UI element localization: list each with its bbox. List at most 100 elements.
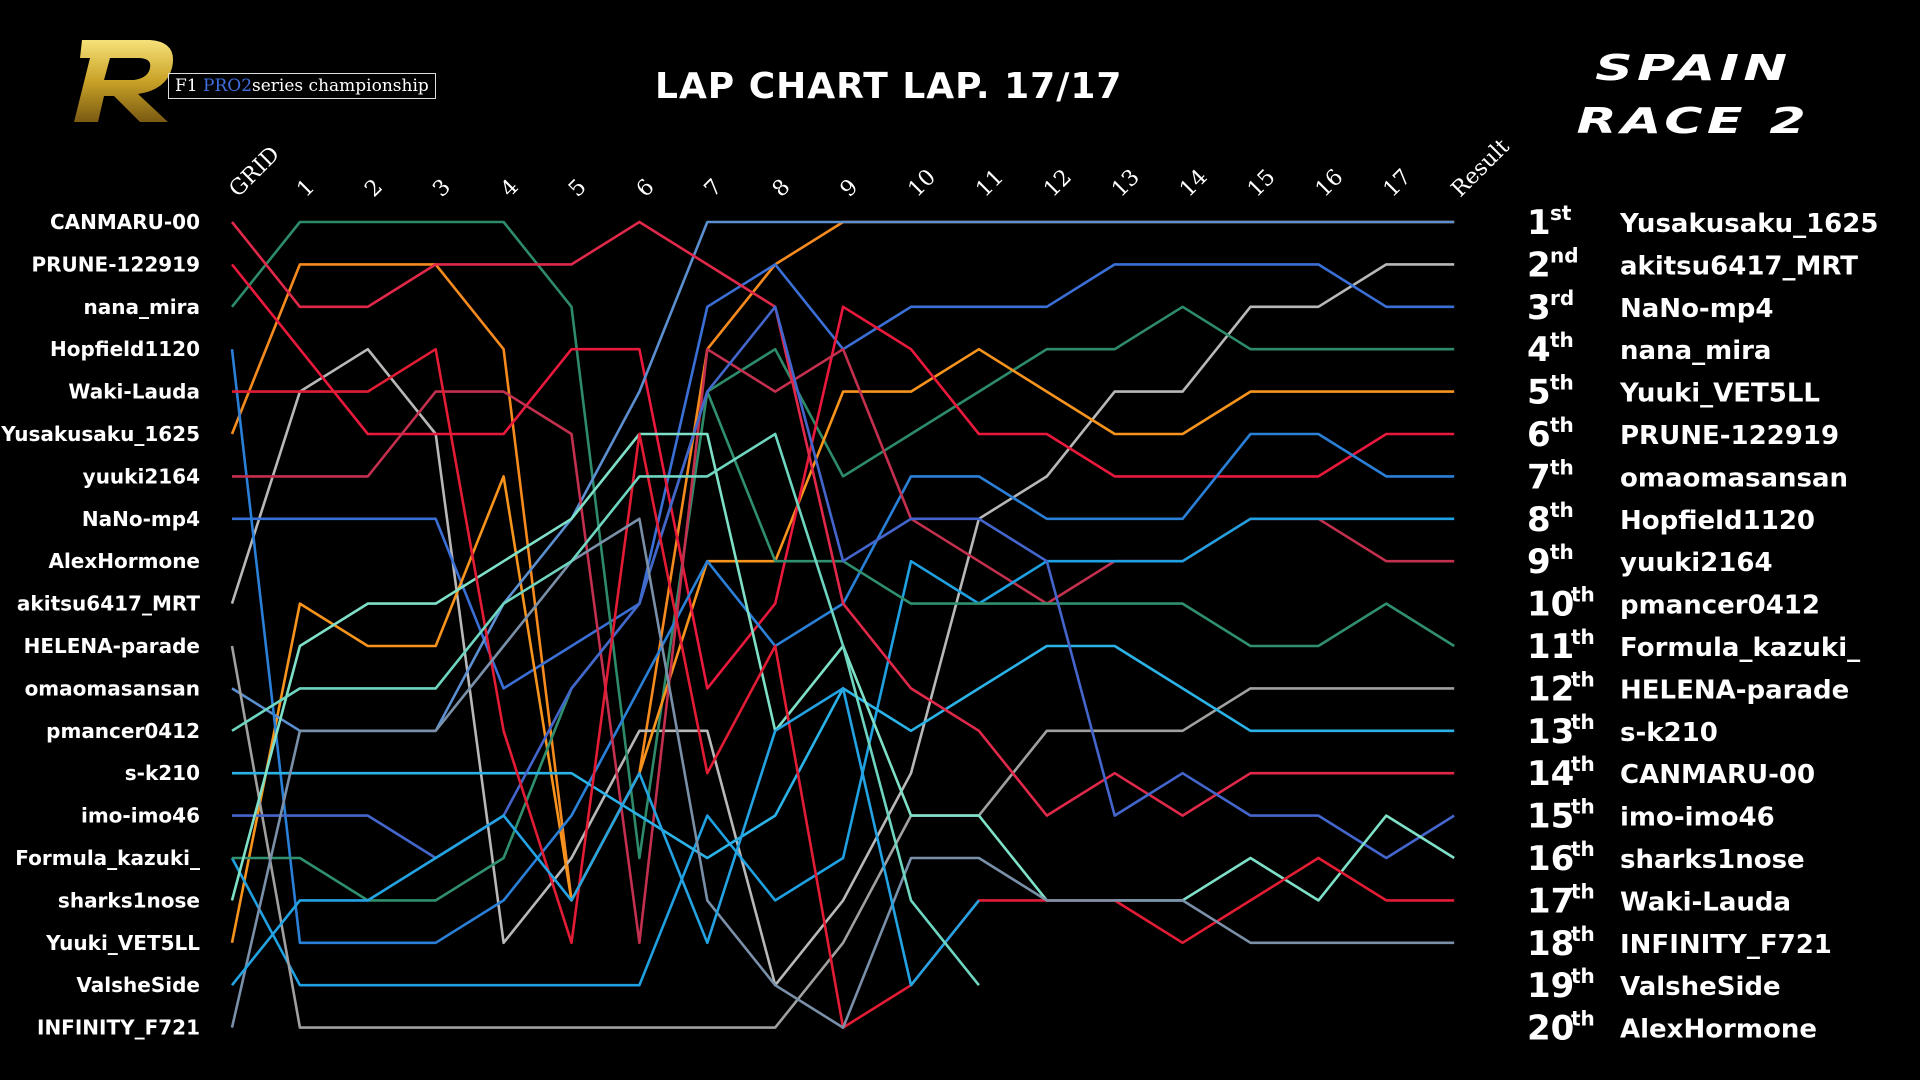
series-line-16 (230, 432, 1455, 902)
result-driver-name: nana_mira (1620, 336, 1771, 366)
series-text-highlight: PRO2 (203, 76, 253, 96)
result-position: 12 (1527, 669, 1574, 709)
result-driver-name: akitsu6417_MRT (1620, 251, 1858, 281)
series-line-12 (230, 645, 1455, 1029)
series-line-10 (230, 517, 1455, 987)
result-position: 1 (1527, 203, 1551, 243)
series-line-15 (232, 305, 1455, 860)
result-position: 11 (1527, 627, 1574, 667)
result-suffix: th (1571, 964, 1595, 988)
result-driver-name: s-k210 (1620, 718, 1718, 748)
x-tick-label: Result (1447, 134, 1515, 202)
grid-driver-label: imo-imo46 (81, 804, 200, 828)
result-suffix: th (1571, 667, 1595, 691)
result-driver-name: yuuki2164 (1620, 548, 1773, 578)
result-position: 9 (1527, 542, 1551, 582)
x-tick-label: 13 (1107, 165, 1144, 202)
result-driver-name: omaomasansan (1620, 463, 1848, 493)
r-logo-icon (74, 40, 174, 122)
x-tick-label: 11 (971, 165, 1008, 202)
series-line-18 (230, 517, 1455, 1029)
result-suffix: th (1571, 583, 1595, 607)
chart-title: LAP CHART LAP. 17/17 (655, 66, 1123, 107)
result-position: 14 (1527, 754, 1574, 794)
result-position: 16 (1527, 839, 1574, 879)
grid-driver-label: NaNo-mp4 (82, 507, 200, 531)
x-tick-label: GRID (225, 142, 285, 202)
series-line-4 (230, 220, 1455, 860)
grid-driver-label: CANMARU-00 (50, 210, 200, 234)
x-tick-label: 6 (632, 175, 660, 203)
series-line-6 (230, 263, 1455, 690)
result-driver-name: Waki-Lauda (1620, 887, 1791, 917)
result-driver-name: ValsheSide (1620, 972, 1781, 1002)
result-position: 18 (1527, 924, 1574, 964)
result-suffix: st (1550, 201, 1572, 225)
race-name: RACE 2 (1576, 101, 1810, 142)
x-tick-label: 7 (700, 175, 728, 203)
series-lines (230, 220, 1455, 1029)
result-driver-name: INFINITY_F721 (1620, 930, 1832, 960)
result-position: 4 (1527, 330, 1551, 370)
result-suffix: nd (1550, 243, 1579, 267)
series-line-14 (230, 220, 1455, 817)
result-position: 10 (1527, 585, 1574, 625)
grid-driver-label: akitsu6417_MRT (17, 592, 200, 616)
grid-driver-label: s-k210 (125, 761, 200, 785)
series-line-20 (231, 432, 980, 987)
result-position: 5 (1527, 373, 1551, 413)
grid-driver-label: PRUNE-122919 (32, 252, 201, 276)
x-tick-label: 12 (1039, 165, 1076, 202)
result-suffix: th (1550, 455, 1574, 479)
x-tick-label: 14 (1175, 165, 1212, 202)
grid-driver-label: omaomasansan (25, 676, 200, 700)
x-tick-label: 16 (1311, 165, 1348, 202)
grid-driver-label: nana_mira (83, 295, 200, 319)
race-info: SPAIN RACE 2 (1576, 42, 1810, 148)
grid-driver-label: AlexHormone (48, 549, 200, 573)
result-driver-name: sharks1nose (1620, 845, 1805, 875)
result-driver-name: imo-imo46 (1620, 803, 1775, 833)
grid-driver-label: Waki-Lauda (68, 380, 200, 404)
grid-driver-label: HELENA-parade (24, 634, 200, 658)
result-suffix: rd (1550, 286, 1574, 310)
result-suffix: th (1571, 795, 1595, 819)
result-suffix: th (1550, 413, 1574, 437)
result-position: 13 (1527, 712, 1574, 752)
result-position: 7 (1527, 457, 1551, 497)
result-position: 3 (1527, 288, 1551, 328)
x-tick-label: 4 (496, 175, 524, 203)
x-tick-label: 9 (836, 175, 864, 203)
x-tick-label: 5 (564, 175, 592, 203)
x-tick-label: 15 (1243, 165, 1280, 202)
result-suffix: th (1571, 879, 1595, 903)
x-tick-label: 10 (904, 165, 941, 202)
result-driver-name: Hopfield1120 (1620, 506, 1815, 536)
result-suffix: th (1550, 328, 1574, 352)
result-position: 19 (1527, 966, 1574, 1006)
series-text-prefix: F1 (175, 76, 204, 96)
race-location: SPAIN (1595, 48, 1792, 89)
series-logo-text: F1 PRO2series championship (168, 73, 436, 99)
x-tick-label: 3 (428, 175, 456, 203)
result-suffix: th (1571, 1007, 1595, 1031)
x-tick-label: 17 (1379, 165, 1416, 202)
